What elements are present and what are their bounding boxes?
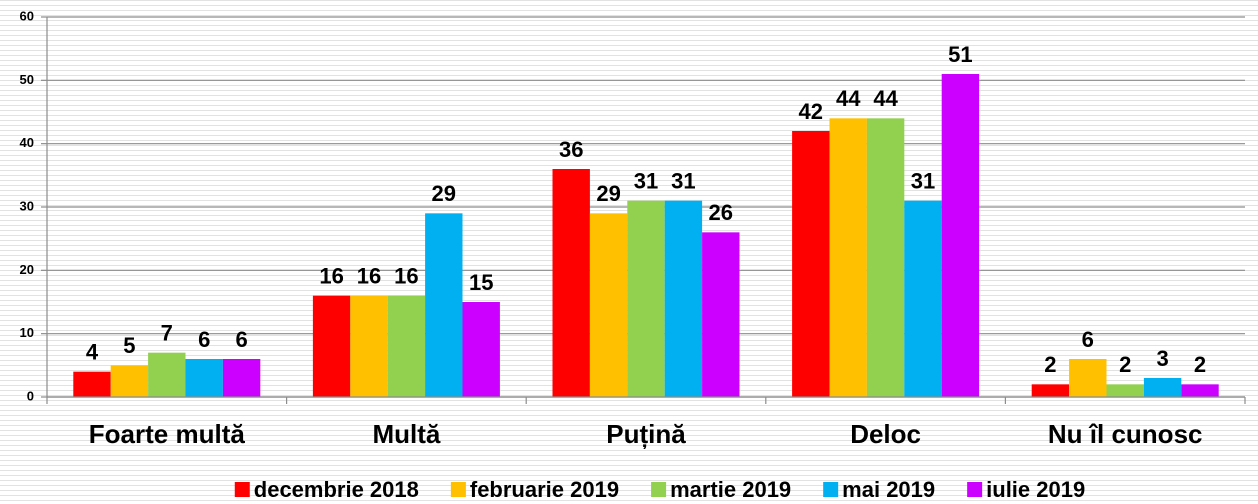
bar: [904, 200, 942, 397]
legend-swatch: [967, 482, 983, 497]
bar: [148, 352, 186, 397]
y-tick-label: 20: [20, 262, 34, 277]
bar: [462, 302, 500, 397]
data-label: 2: [1194, 352, 1206, 377]
data-label: 44: [873, 86, 898, 111]
data-label: 3: [1156, 346, 1168, 371]
data-label: 29: [596, 181, 620, 206]
bar: [350, 295, 388, 397]
bar: [73, 371, 111, 397]
bar: [312, 295, 351, 397]
data-label: 6: [1082, 327, 1094, 352]
data-label: 7: [161, 320, 173, 345]
bar: [1106, 384, 1144, 397]
legend-label: martie 2019: [670, 477, 791, 502]
data-label: 15: [469, 270, 493, 295]
data-label: 16: [394, 263, 418, 288]
data-label: 6: [198, 327, 210, 352]
y-tick-label: 0: [27, 388, 34, 403]
y-tick-label: 50: [20, 72, 34, 87]
bar: [185, 359, 223, 397]
bar: [866, 118, 905, 397]
bar: [627, 200, 665, 397]
bar: [664, 200, 703, 397]
data-label: 5: [123, 333, 135, 358]
bar: [110, 365, 149, 397]
y-tick-label: 40: [20, 135, 34, 150]
legend-label: decembrie 2018: [254, 477, 419, 502]
legend-label: mai 2019: [842, 477, 935, 502]
legend-label: februarie 2019: [470, 477, 619, 502]
bar: [589, 213, 628, 397]
bar: [1069, 359, 1107, 397]
data-label: 16: [319, 263, 343, 288]
data-label: 31: [911, 168, 935, 193]
legend-label: iulie 2019: [986, 477, 1085, 502]
bar: [1143, 378, 1182, 397]
data-label: 31: [634, 168, 658, 193]
data-label: 44: [836, 86, 861, 111]
bar: [792, 131, 830, 397]
bar: [829, 118, 867, 397]
y-tick-label: 10: [20, 325, 34, 340]
data-label: 4: [86, 339, 99, 364]
data-label: 31: [671, 168, 695, 193]
x-tick-label: Puțină: [606, 419, 686, 449]
x-tick-label: Multă: [372, 419, 440, 449]
data-label: 42: [799, 99, 823, 124]
x-tick-label: Deloc: [850, 419, 921, 449]
bar: [425, 213, 463, 397]
x-tick-label: Nu îl cunosc: [1048, 419, 1203, 449]
data-label: 26: [709, 200, 733, 225]
bar: [552, 169, 590, 397]
legend-swatch: [823, 482, 839, 497]
data-label: 36: [559, 137, 583, 162]
legend-swatch: [450, 482, 466, 497]
bar: [702, 232, 740, 397]
legend-swatch: [234, 482, 250, 497]
y-tick-label: 60: [20, 8, 34, 23]
legend-swatch: [651, 482, 667, 497]
bar: [222, 359, 261, 397]
bar: [941, 74, 980, 397]
bar: [1031, 384, 1070, 397]
x-tick-label: Foarte multă: [89, 419, 246, 449]
data-label: 6: [235, 327, 247, 352]
bar: [1181, 384, 1219, 397]
data-label: 16: [357, 263, 381, 288]
data-label: 29: [432, 181, 456, 206]
y-tick-label: 30: [20, 198, 34, 213]
bar: [387, 295, 426, 397]
data-label: 2: [1119, 352, 1131, 377]
data-label: 51: [948, 42, 972, 67]
data-label: 2: [1044, 352, 1056, 377]
